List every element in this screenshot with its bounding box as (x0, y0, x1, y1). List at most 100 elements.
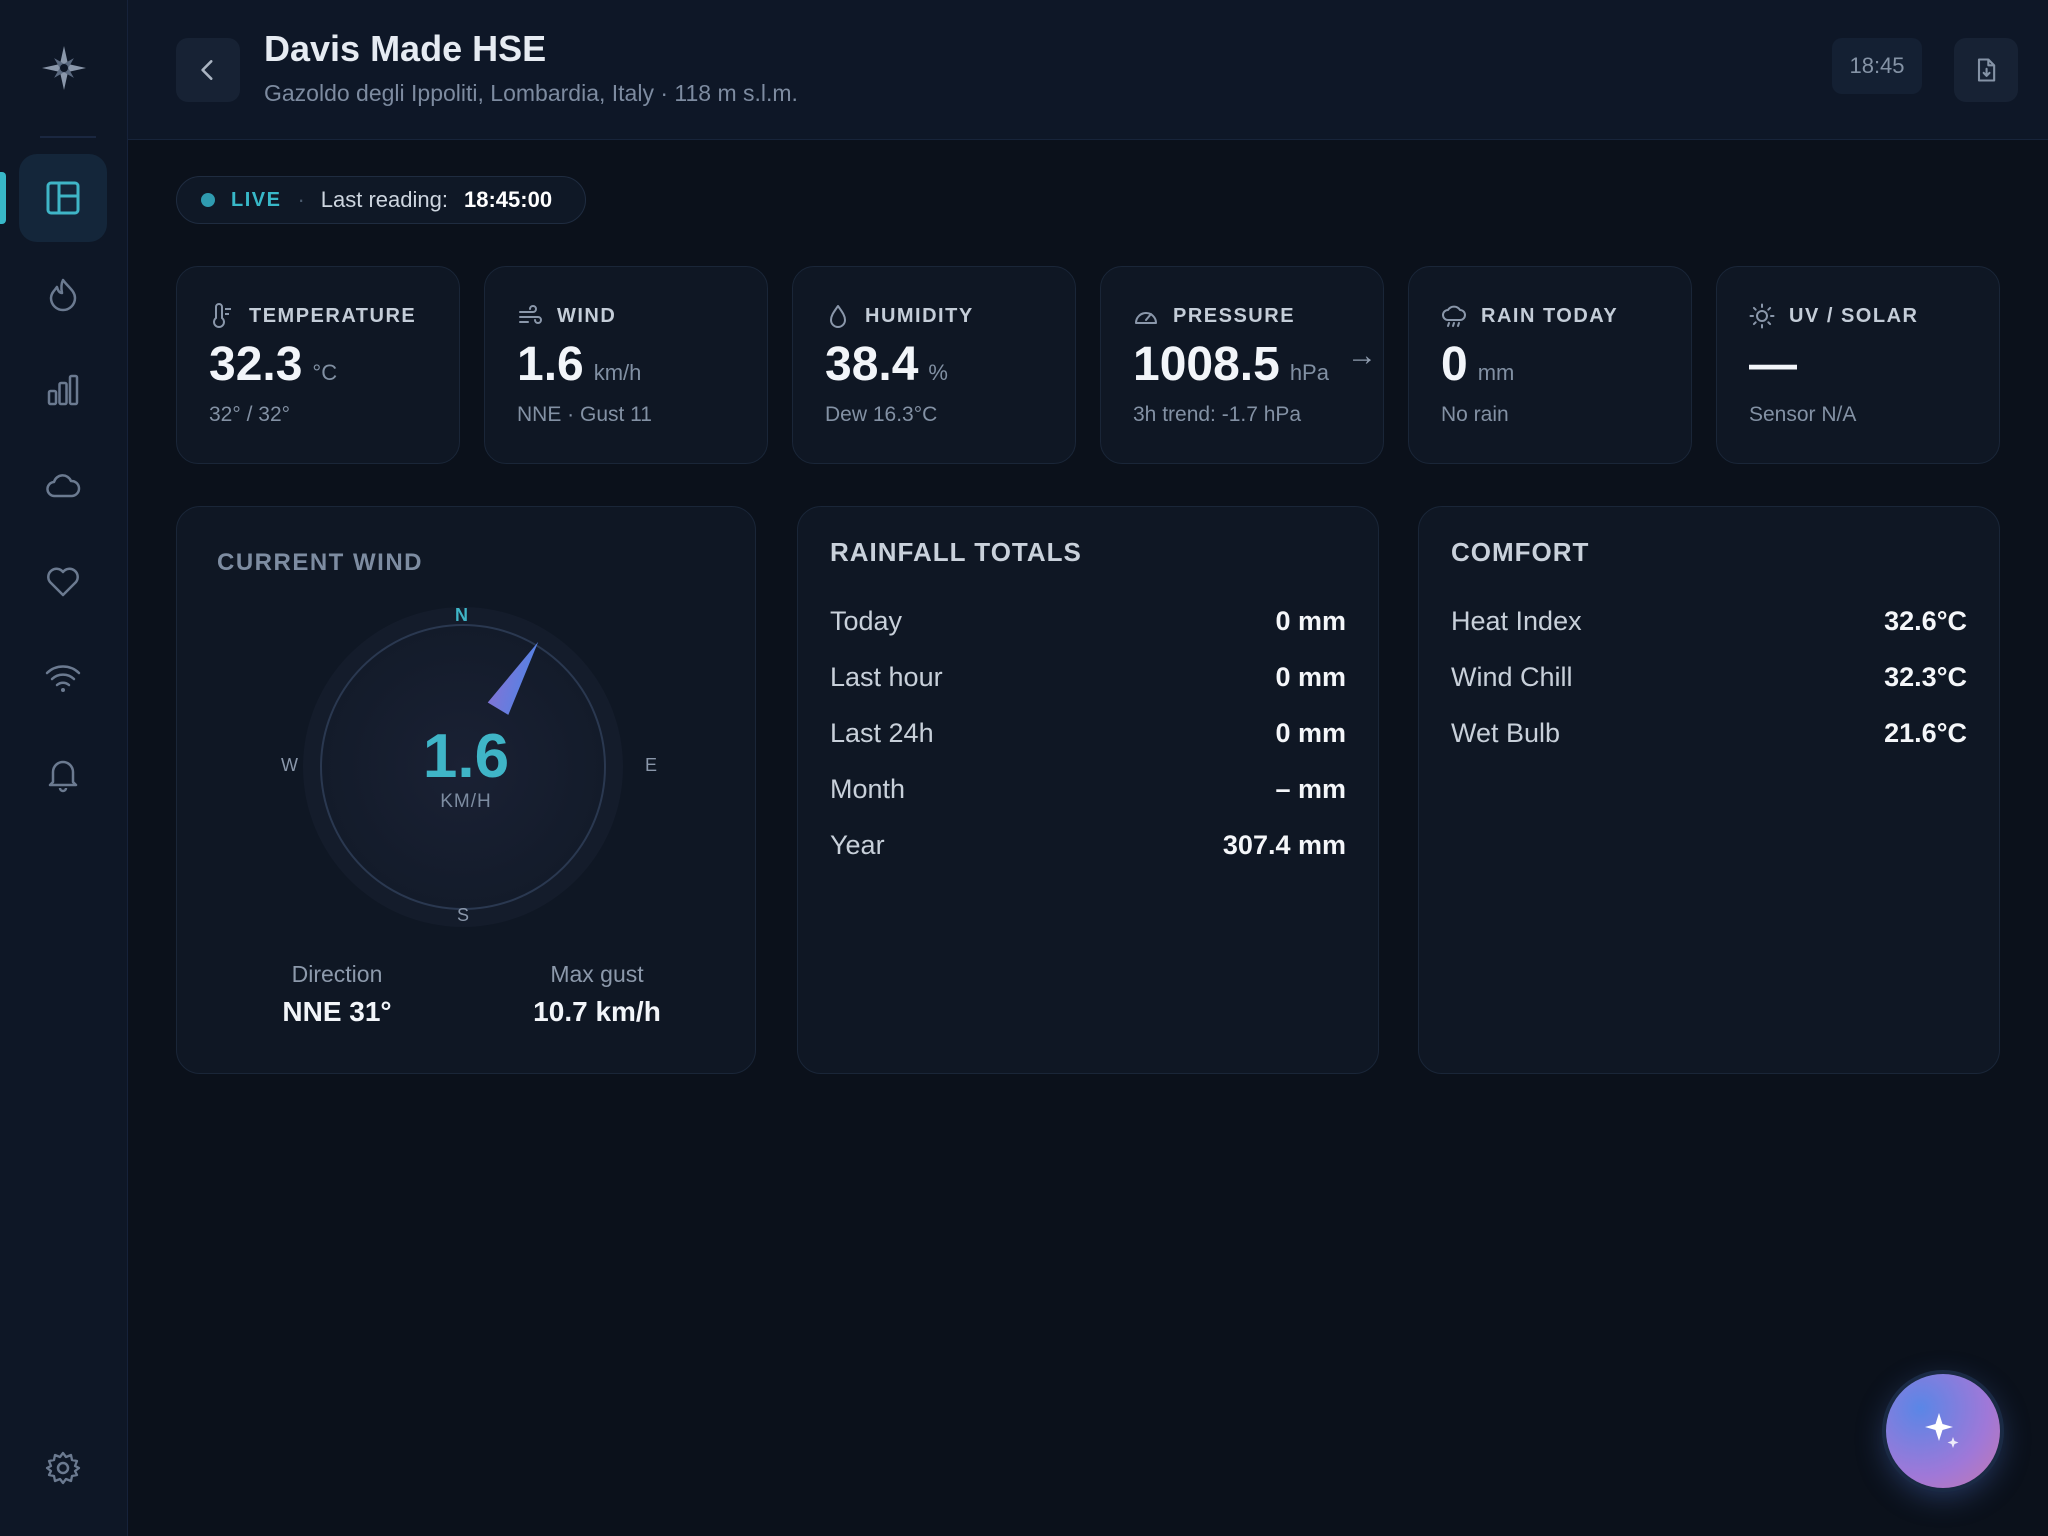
back-button[interactable] (176, 38, 240, 102)
stat-subtext: No rain (1441, 403, 1509, 426)
stat-unit: °C (312, 360, 338, 385)
stat-value: — (1749, 338, 1797, 391)
station-location: Gazoldo degli Ippoliti, Lombardia, Italy… (264, 80, 798, 106)
sidebar-item-health[interactable] (19, 538, 107, 626)
rainfall-totals-panel: RAINFALL TOTALS Today 0 mm Last hour 0 m… (797, 506, 1379, 1074)
stat-label: RAIN TODAY (1481, 304, 1619, 327)
comfort-row: Wind Chill 32.3°C (1451, 657, 1967, 697)
comfort-row: Heat Index 32.6°C (1451, 601, 1967, 641)
stat-label: UV / SOLAR (1789, 304, 1919, 327)
sidebar-item-dashboard[interactable] (19, 154, 107, 242)
rainfall-key: Year (830, 829, 885, 860)
heart-icon (47, 567, 79, 597)
stat-value: 0 (1441, 338, 1468, 391)
stat-subtext: 32° / 32° (209, 403, 291, 426)
stat-value: 1.6 (517, 338, 584, 391)
sidebar-item-charts[interactable] (19, 346, 107, 434)
direction-value: NNE 31° (282, 996, 392, 1027)
rainfall-key: Last 24h (830, 717, 934, 748)
sidebar (0, 0, 128, 1536)
rainfall-row: Year 307.4 mm (830, 825, 1346, 865)
live-label: LIVE (231, 188, 282, 211)
wind-compass: N E S W (281, 605, 657, 927)
compass-s-label: S (457, 905, 470, 925)
wind-direction-stat: Direction NNE 31° (237, 961, 437, 1028)
trend-arrow-icon: → (1347, 339, 1377, 372)
bar-chart-icon (47, 374, 79, 406)
current-wind-panel: CURRENT WIND N E S W 1.6 KM/H (176, 506, 756, 1074)
stat-card-wind[interactable]: WIND 1.6 km/h NNE · Gust 11 (484, 266, 768, 464)
stat-value: 1008.5 (1133, 338, 1280, 391)
stat-card-temperature[interactable]: TEMPERATURE 32.3 °C 32° / 32° (176, 266, 460, 464)
rainfall-value: 0 mm (1275, 605, 1346, 636)
rain-cloud-icon (1442, 305, 1466, 327)
rainfall-value: – mm (1275, 773, 1346, 804)
stat-card-pressure[interactable]: PRESSURE 1008.5 hPa → 3h trend: -1.7 hPa (1100, 266, 1384, 464)
compass-logo-icon (40, 44, 88, 92)
last-reading-label: Last reading: (320, 187, 448, 212)
panel-title: RAINFALL TOTALS (830, 537, 1082, 567)
chevron-left-icon (201, 60, 213, 80)
direction-label: Direction (291, 961, 383, 987)
station-name: Davis Made HSE (264, 28, 547, 69)
stat-subtext: Sensor N/A (1749, 403, 1857, 426)
compass-dial (303, 607, 623, 927)
stat-subtext: 3h trend: -1.7 hPa (1133, 403, 1302, 426)
wind-direction-needle (487, 641, 539, 715)
sidebar-divider (40, 136, 96, 138)
comfort-row: Wet Bulb 21.6°C (1451, 713, 1967, 753)
sparkle-icon (1925, 1413, 1959, 1448)
stat-card-uv[interactable]: UV / SOLAR — Sensor N/A (1716, 266, 2000, 464)
sidebar-item-flame[interactable] (19, 250, 107, 338)
active-indicator (0, 172, 6, 224)
sidebar-item-settings[interactable] (19, 1424, 107, 1512)
comfort-key: Heat Index (1451, 605, 1582, 636)
header: Davis Made HSE Gazoldo degli Ippoliti, L… (128, 0, 2048, 140)
wind-speed-unit: KM/H (440, 791, 492, 812)
rainfall-row: Last hour 0 mm (830, 657, 1346, 697)
dashboard-icon (46, 181, 80, 215)
clock-badge: 18:45 (1832, 38, 1922, 94)
droplet-icon (830, 305, 846, 328)
stat-value: 38.4 (825, 338, 919, 391)
rainfall-value: 307.4 mm (1222, 829, 1346, 860)
export-button[interactable] (1954, 38, 2018, 102)
sidebar-item-connectivity[interactable] (19, 634, 107, 722)
stat-unit: mm (1477, 360, 1515, 385)
stat-label: HUMIDITY (865, 304, 974, 327)
panel-title: CURRENT WIND (217, 549, 423, 576)
comfort-value: 32.3°C (1884, 661, 1967, 692)
sidebar-item-alerts[interactable] (19, 730, 107, 818)
compass-w-label: W (281, 755, 298, 775)
stat-unit: hPa (1289, 360, 1329, 385)
rainfall-key: Today (830, 605, 903, 636)
stat-label: TEMPERATURE (249, 304, 417, 327)
rainfall-row: Today 0 mm (830, 601, 1346, 641)
stat-card-rain[interactable]: RAIN TODAY 0 mm No rain (1408, 266, 1692, 464)
file-download-icon (1977, 58, 1996, 82)
stat-subtext: NNE · Gust 11 (517, 403, 652, 426)
live-status-pill: LIVE · Last reading: 18:45:00 (176, 176, 586, 224)
sidebar-item-cloud[interactable] (19, 442, 107, 530)
live-dot-icon (201, 193, 215, 207)
panel-title: COMFORT (1451, 537, 1590, 567)
comfort-key: Wind Chill (1451, 661, 1573, 692)
comfort-value: 21.6°C (1884, 717, 1967, 748)
wind-speed-value: 1.6 (422, 722, 510, 791)
compass-n-label: N (455, 605, 468, 625)
stat-card-humidity[interactable]: HUMIDITY 38.4 % Dew 16.3°C (792, 266, 1076, 464)
stat-subtext: Dew 16.3°C (825, 403, 938, 426)
comfort-value: 32.6°C (1884, 605, 1967, 636)
stat-value: 32.3 (209, 338, 303, 391)
thermometer-icon (213, 303, 231, 328)
compass-e-label: E (645, 755, 658, 775)
gust-label: Max gust (550, 961, 644, 987)
gear-icon (45, 1451, 81, 1485)
rainfall-key: Last hour (830, 661, 943, 692)
bell-icon (48, 760, 78, 793)
rainfall-value: 0 mm (1275, 661, 1346, 692)
ai-assistant-button[interactable] (1886, 1374, 2000, 1488)
wifi-icon (45, 665, 81, 692)
stat-label: WIND (557, 304, 617, 327)
comfort-panel: COMFORT Heat Index 32.6°C Wind Chill 32.… (1418, 506, 2000, 1074)
